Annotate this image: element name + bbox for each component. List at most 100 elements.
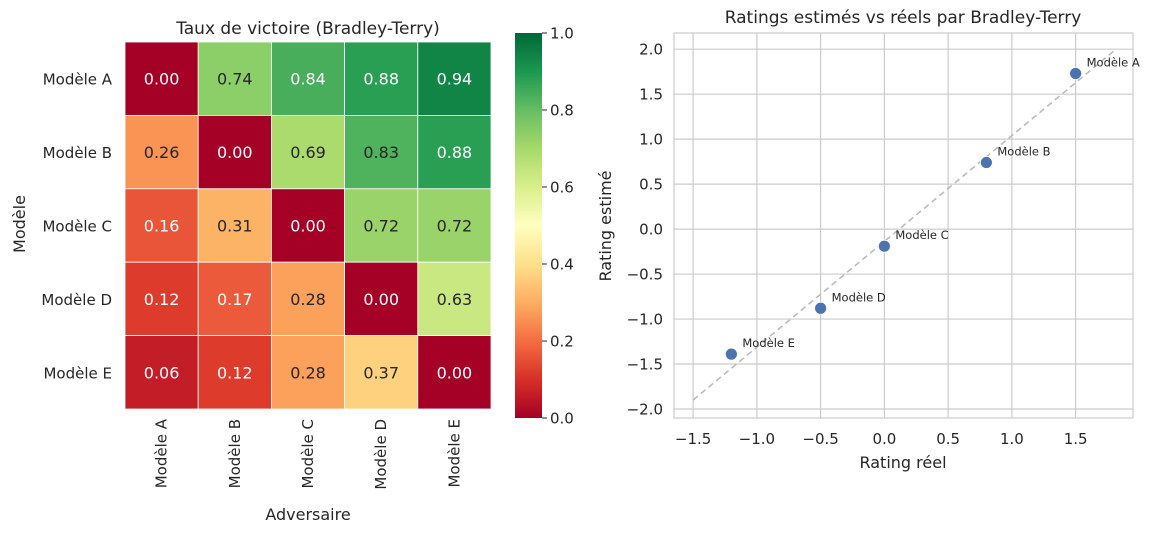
- heatmap-col-label: Modèle B: [226, 419, 244, 488]
- heatmap-row-label: Modèle B: [43, 144, 112, 162]
- heatmap-cell: [197, 188, 272, 263]
- scatter-grid: [674, 33, 1133, 418]
- heatmap-col-label: Modèle D: [372, 419, 390, 490]
- scatter-x-axis-label: Rating réel: [859, 453, 946, 472]
- scatter-y-tick-label: 2.0: [639, 41, 663, 59]
- scatter-points: Modèle A Modèle B Modèle C Modèle D Modèle E: [724, 55, 1140, 361]
- colorbar-tick-label: 0.8: [550, 102, 574, 120]
- heatmap-row-label: Modèle D: [41, 291, 112, 309]
- heatmap-row-labels: Modèle A Modèle B Modèle C Modèle D Modèle E: [41, 71, 112, 383]
- scatter-y-axis-label: Rating estimé: [596, 171, 615, 282]
- scatter-y-ticks: −2.0 −1.5 −1.0 −0.5 0.0 0.5 1.0 1.5 2.0: [627, 41, 663, 419]
- scatter-x-ticks: −1.5 −1.0 −0.5 0.0 0.5 1.0 1.5: [675, 430, 1088, 448]
- scatter-y-tick-label: 1.0: [639, 131, 663, 149]
- heatmap-cell-label: 0.12: [144, 290, 180, 309]
- heatmap-cell-label: 0.28: [290, 363, 326, 382]
- heatmap-cell-label: 0.88: [437, 143, 473, 162]
- scatter-point: [814, 301, 828, 315]
- heatmap-cell-label: 0.00: [290, 217, 326, 236]
- scatter-point-label: Modèle A: [1087, 55, 1140, 69]
- heatmap-col-label: Modèle A: [153, 418, 171, 488]
- colorbar-ticks: 0.0 0.2 0.4 0.6 0.8 1.0: [542, 25, 574, 428]
- heatmap-cell-label: 0.12: [217, 363, 253, 382]
- heatmap-cell: [124, 41, 199, 116]
- heatmap-cell: [344, 261, 419, 337]
- heatmap-cell-label: 0.84: [290, 70, 326, 89]
- heatmap-cell-label: 0.26: [144, 143, 180, 162]
- heatmap-cell-label: 0.00: [144, 70, 180, 89]
- heatmap-cell-label: 0.00: [363, 290, 399, 309]
- scatter-x-tick-label: 1.5: [1064, 430, 1088, 448]
- scatter-y-tick-label: −2.0: [627, 401, 663, 419]
- heatmap-cell-label: 0.72: [437, 217, 473, 236]
- heatmap-cell: [417, 41, 492, 116]
- scatter-point-label: Modèle C: [895, 228, 948, 242]
- heatmap-cell: [417, 188, 492, 263]
- scatter-y-tick-label: 0.0: [639, 221, 663, 239]
- heatmap-cell: [344, 188, 419, 263]
- scatter-y-tick-label: 0.5: [639, 176, 663, 194]
- heatmap-cell: [270, 115, 345, 190]
- reference-line: [692, 50, 1115, 401]
- scatter-y-tick-label: −1.0: [627, 311, 663, 329]
- scatter-point: [1069, 67, 1083, 80]
- heatmap-x-axis-label: Adversaire: [265, 505, 350, 524]
- scatter-x-tick-label: 0.5: [936, 430, 960, 448]
- scatter-point: [877, 239, 891, 253]
- colorbar-gradient: [515, 33, 542, 418]
- heatmap-cell-label: 0.69: [290, 143, 326, 162]
- scatter-y-tick-label: −0.5: [627, 266, 663, 284]
- heatmap-cell-label: 0.28: [290, 290, 326, 309]
- colorbar-tick-label: 1.0: [550, 25, 574, 43]
- heatmap-cell: [417, 335, 492, 410]
- scatter-x-tick-label: 0.0: [872, 430, 896, 448]
- heatmap-cell-label: 0.83: [363, 143, 399, 162]
- heatmap-cell-label: 0.37: [363, 363, 399, 382]
- heatmap-col-labels: Modèle A Modèle B Modèle C Modèle D Modèle E: [153, 418, 464, 489]
- scatter-y-tick-label: −1.5: [627, 356, 663, 374]
- colorbar: 0.0 0.2 0.4 0.6 0.8 1.0: [515, 25, 574, 428]
- scatter-reference-line: [692, 50, 1115, 401]
- heatmap-cell-label: 0.88: [363, 70, 399, 89]
- scatter-point: [979, 156, 993, 169]
- heatmap-cell: [124, 261, 199, 337]
- heatmap-cell: [197, 335, 272, 410]
- scatter-panel: Ratings estimés vs réels par Bradley-Ter…: [596, 8, 1140, 472]
- heatmap-panel: Taux de victoire (Bradley-Terry) 0.00 0.7…: [10, 19, 492, 524]
- scatter-y-tick-label: 1.5: [639, 86, 663, 104]
- heatmap-col-label: Modèle C: [299, 419, 317, 489]
- heatmap-col-label: Modèle E: [445, 419, 463, 488]
- scatter-point: [724, 347, 738, 361]
- heatmap-row-label: Modèle E: [43, 364, 112, 382]
- colorbar-tick-label: 0.6: [550, 179, 574, 197]
- heatmap-cell: [270, 188, 345, 263]
- scatter-point-label: Modèle D: [832, 290, 886, 304]
- heatmap-cell-label: 0.16: [144, 217, 180, 236]
- scatter-point-label: Modèle E: [742, 336, 795, 350]
- heatmap-y-axis-label: Modèle: [10, 195, 29, 253]
- colorbar-tick-label: 0.2: [550, 333, 574, 351]
- heatmap-cell-label: 0.74: [217, 70, 253, 89]
- heatmap-cell: [270, 335, 345, 410]
- heatmap-cell: [197, 41, 272, 116]
- colorbar-tick-label: 0.4: [550, 256, 574, 274]
- heatmap-cell-label: 0.06: [144, 363, 180, 382]
- heatmap-cell-label: 0.31: [217, 217, 253, 236]
- colorbar-tick-label: 0.0: [550, 410, 574, 428]
- heatmap-cell-label: 0.00: [437, 363, 473, 382]
- scatter-x-tick-label: −1.0: [739, 430, 775, 448]
- scatter-x-tick-label: −1.5: [675, 430, 711, 448]
- scatter-title: Ratings estimés vs réels par Bradley-Ter…: [725, 8, 1082, 28]
- scatter-frame: [673, 32, 1134, 419]
- heatmap-cell: [344, 41, 419, 116]
- heatmap-cells: 0.00 0.74 0.84 0.88 0.94 0.26 0.00 0.69 0.83 0.88…: [124, 41, 492, 410]
- scatter-x-tick-label: −0.5: [802, 430, 838, 448]
- heatmap-cell: [197, 261, 272, 337]
- heatmap-cell: [417, 261, 492, 337]
- heatmap-cell-label: 0.17: [217, 290, 253, 309]
- heatmap-row-label: Modèle C: [42, 218, 112, 236]
- heatmap-row-label: Modèle A: [43, 71, 113, 89]
- heatmap-title: Taux de victoire (Bradley-Terry): [175, 19, 440, 39]
- heatmap-cell-label: 0.63: [437, 290, 473, 309]
